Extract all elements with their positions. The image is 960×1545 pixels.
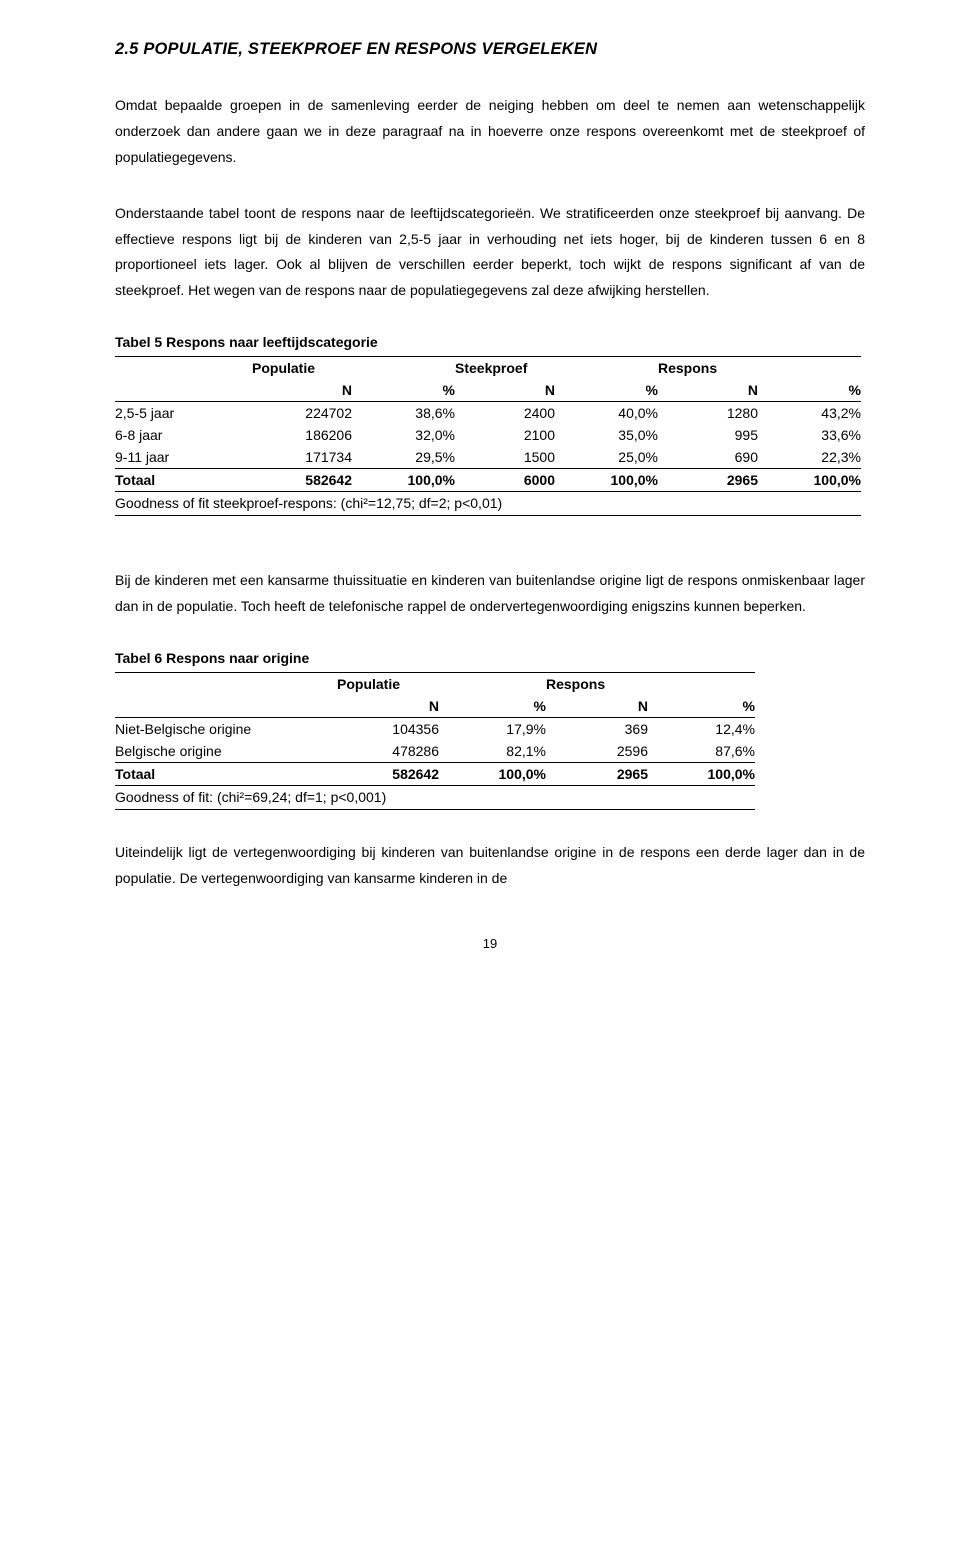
- table6-row1-c2: 2596: [546, 740, 648, 763]
- table5-total-c0: 582642: [252, 469, 352, 492]
- table5-row1-c2: 2100: [455, 424, 555, 446]
- table5-row0-label: 2,5-5 jaar: [115, 402, 252, 425]
- table5-row2-c4: 690: [658, 446, 758, 469]
- table5: Populatie Steekproef Respons N % N % N %…: [115, 356, 861, 516]
- table-row: Niet-Belgische origine 104356 17,9% 369 …: [115, 718, 755, 741]
- table5-empty-cell: [115, 357, 252, 380]
- spacer: [115, 520, 865, 568]
- table5-row1-c5: 33,6%: [758, 424, 861, 446]
- table5-row2-c0: 171734: [252, 446, 352, 469]
- table6-total-c2: 2965: [546, 763, 648, 786]
- paragraph-3: Bij de kinderen met een kansarme thuissi…: [115, 568, 865, 620]
- table5-row2-label: 9-11 jaar: [115, 446, 252, 469]
- table6-total-c1: 100,0%: [439, 763, 546, 786]
- table5-group-header-row: Populatie Steekproef Respons: [115, 357, 861, 380]
- table5-group-0: Populatie: [252, 357, 352, 380]
- table5-sub-3: %: [555, 379, 658, 402]
- table6-row1-label: Belgische origine: [115, 740, 337, 763]
- table5-empty-cell: [758, 357, 861, 380]
- table5-row1-label: 6-8 jaar: [115, 424, 252, 446]
- table5-group-2: Respons: [658, 357, 758, 380]
- table5-total-c2: 6000: [455, 469, 555, 492]
- document-page: 2.5 POPULATIE, STEEKPROEF EN RESPONS VER…: [0, 0, 960, 1001]
- table5-row2-c2: 1500: [455, 446, 555, 469]
- table6-group-0: Populatie: [337, 673, 439, 696]
- table5-total-c1: 100,0%: [352, 469, 455, 492]
- table5-row1-c0: 186206: [252, 424, 352, 446]
- table6-sub-0: N: [337, 695, 439, 718]
- table5-goodness-row: Goodness of fit steekproef-respons: (chi…: [115, 492, 861, 516]
- table5-total-row: Totaal 582642 100,0% 6000 100,0% 2965 10…: [115, 469, 861, 492]
- table5-row2-c1: 29,5%: [352, 446, 455, 469]
- table5-total-c5: 100,0%: [758, 469, 861, 492]
- table6-sub-2: N: [546, 695, 648, 718]
- table6-total-c0: 582642: [337, 763, 439, 786]
- table5-total-c4: 2965: [658, 469, 758, 492]
- table5-row2-c5: 22,3%: [758, 446, 861, 469]
- table-row: 2,5-5 jaar 224702 38,6% 2400 40,0% 1280 …: [115, 402, 861, 425]
- table6-sub-1: %: [439, 695, 546, 718]
- paragraph-2: Onderstaande tabel toont de respons naar…: [115, 201, 865, 305]
- table5-empty-cell: [555, 357, 658, 380]
- table5-goodness: Goodness of fit steekproef-respons: (chi…: [115, 492, 861, 516]
- table6-group-1: Respons: [546, 673, 648, 696]
- table6-title: Tabel 6 Respons naar origine: [115, 650, 865, 666]
- table5-row0-c1: 38,6%: [352, 402, 455, 425]
- table5-row1-c1: 32,0%: [352, 424, 455, 446]
- table6-empty-cell: [115, 695, 337, 718]
- table6-row0-c2: 369: [546, 718, 648, 741]
- table6-empty-cell: [115, 673, 337, 696]
- table6-row1-c3: 87,6%: [648, 740, 755, 763]
- table-row: 9-11 jaar 171734 29,5% 1500 25,0% 690 22…: [115, 446, 861, 469]
- table5-row1-c4: 995: [658, 424, 758, 446]
- table5-sub-2: N: [455, 379, 555, 402]
- table5-empty-cell: [115, 379, 252, 402]
- table-row: Belgische origine 478286 82,1% 2596 87,6…: [115, 740, 755, 763]
- table5-subheader-row: N % N % N %: [115, 379, 861, 402]
- table5-title: Tabel 5 Respons naar leeftijdscategorie: [115, 334, 865, 350]
- table5-row0-c3: 40,0%: [555, 402, 658, 425]
- table6-empty-cell: [439, 673, 546, 696]
- table6-row0-c1: 17,9%: [439, 718, 546, 741]
- table5-sub-0: N: [252, 379, 352, 402]
- table6-total-label: Totaal: [115, 763, 337, 786]
- table-row: 6-8 jaar 186206 32,0% 2100 35,0% 995 33,…: [115, 424, 861, 446]
- table6: Populatie Respons N % N % Niet-Belgische…: [115, 672, 755, 810]
- heading-text: 2.5 POPULATIE, STEEKPROEF EN RESPONS VER…: [115, 40, 597, 58]
- table5-sub-4: N: [658, 379, 758, 402]
- paragraph-1: Omdat bepaalde groepen in de samenleving…: [115, 93, 865, 171]
- table6-row0-label: Niet-Belgische origine: [115, 718, 337, 741]
- table6-sub-3: %: [648, 695, 755, 718]
- table5-total-label: Totaal: [115, 469, 252, 492]
- table6-row1-c1: 82,1%: [439, 740, 546, 763]
- paragraph-4: Uiteindelijk ligt de vertegenwoordiging …: [115, 840, 865, 892]
- table6-goodness-row: Goodness of fit: (chi²=69,24; df=1; p<0,…: [115, 786, 755, 810]
- table5-row0-c2: 2400: [455, 402, 555, 425]
- table5-total-c3: 100,0%: [555, 469, 658, 492]
- table5-row0-c5: 43,2%: [758, 402, 861, 425]
- page-number: 19: [115, 936, 865, 951]
- table5-sub-5: %: [758, 379, 861, 402]
- table6-row0-c0: 104356: [337, 718, 439, 741]
- table6-subheader-row: N % N %: [115, 695, 755, 718]
- table5-row0-c4: 1280: [658, 402, 758, 425]
- table5-row2-c3: 25,0%: [555, 446, 658, 469]
- table6-goodness: Goodness of fit: (chi²=69,24; df=1; p<0,…: [115, 786, 755, 810]
- table6-row1-c0: 478286: [337, 740, 439, 763]
- table5-empty-cell: [352, 357, 455, 380]
- table5-sub-1: %: [352, 379, 455, 402]
- table6-row0-c3: 12,4%: [648, 718, 755, 741]
- table5-row1-c3: 35,0%: [555, 424, 658, 446]
- spacer: [115, 814, 865, 840]
- table5-row0-c0: 224702: [252, 402, 352, 425]
- table6-empty-cell: [648, 673, 755, 696]
- table6-total-row: Totaal 582642 100,0% 2965 100,0%: [115, 763, 755, 786]
- table5-group-1: Steekproef: [455, 357, 555, 380]
- table6-total-c3: 100,0%: [648, 763, 755, 786]
- section-heading: 2.5 POPULATIE, STEEKPROEF EN RESPONS VER…: [115, 40, 865, 59]
- table6-group-header-row: Populatie Respons: [115, 673, 755, 696]
